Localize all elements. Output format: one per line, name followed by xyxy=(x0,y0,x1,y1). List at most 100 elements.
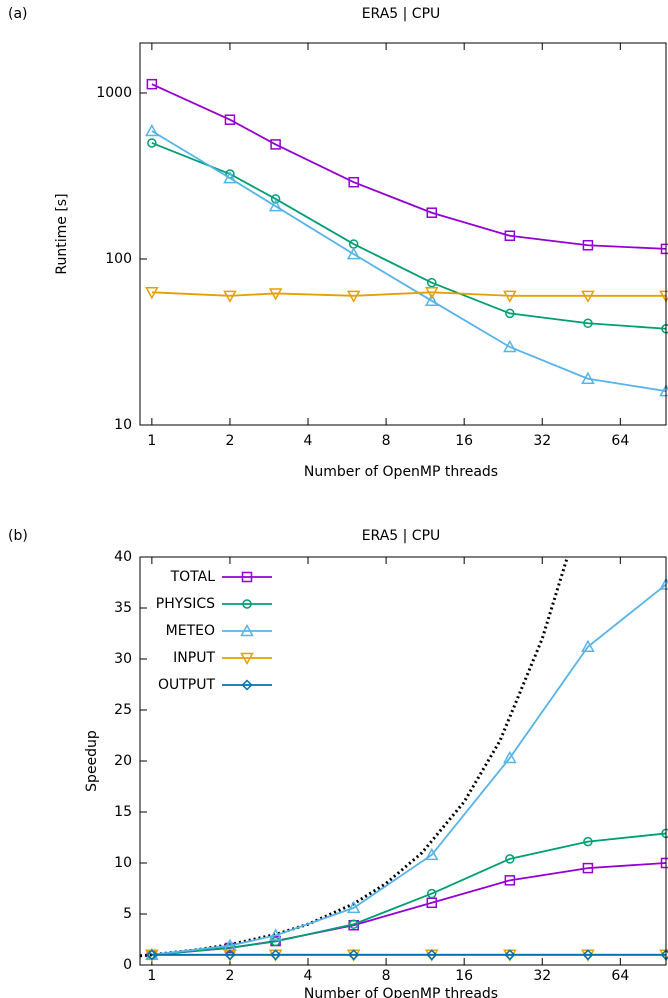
chart-title: ERA5 | CPU xyxy=(362,6,441,22)
y-tick-label: 10 xyxy=(114,417,132,433)
legend-marker xyxy=(242,599,252,609)
data-point xyxy=(426,949,438,961)
data-point xyxy=(503,290,517,303)
series-line xyxy=(151,130,667,393)
x-tick-label: 16 xyxy=(455,433,473,449)
data-point xyxy=(223,171,237,184)
x-tick-label: 4 xyxy=(304,433,313,449)
data-point xyxy=(346,247,361,260)
data-point xyxy=(348,176,359,188)
data-point xyxy=(268,928,283,941)
data-point xyxy=(582,949,594,961)
series-line xyxy=(151,142,667,330)
data-point xyxy=(505,854,515,864)
legend-label: INPUT xyxy=(173,650,215,666)
data-point xyxy=(581,290,595,303)
plot-area xyxy=(140,557,668,962)
y-tick-label: 10 xyxy=(114,855,132,871)
data-point xyxy=(583,318,593,329)
data-point xyxy=(146,78,158,90)
data-point xyxy=(145,287,159,300)
data-point xyxy=(145,123,159,137)
y-tick-label: 15 xyxy=(114,804,132,820)
legend-marker xyxy=(240,623,254,637)
data-point xyxy=(582,239,594,251)
x-tick-label: 32 xyxy=(533,968,551,984)
data-point xyxy=(504,875,516,886)
data-point xyxy=(583,836,593,847)
data-point xyxy=(503,750,517,764)
data-point xyxy=(268,199,283,212)
legend-marker xyxy=(241,571,253,583)
data-point xyxy=(224,949,236,961)
x-tick-label: 1 xyxy=(147,433,156,449)
data-point xyxy=(425,287,439,300)
data-point xyxy=(504,230,516,242)
y-tick-label: 35 xyxy=(114,600,132,616)
panel-label: (b) xyxy=(8,528,28,544)
data-point xyxy=(146,949,158,961)
data-point xyxy=(268,288,283,301)
panel-label: (a) xyxy=(8,6,28,22)
data-point xyxy=(581,639,595,653)
data-point xyxy=(147,138,157,148)
x-axis-label: Number of OpenMP threads xyxy=(304,464,498,480)
legend-label: METEO xyxy=(166,623,215,639)
data-point xyxy=(503,339,517,353)
data-point xyxy=(224,114,236,125)
y-tick-label: 0 xyxy=(123,957,132,973)
y-axis-label: Runtime [s] xyxy=(54,193,70,274)
data-point xyxy=(270,139,281,150)
data-point xyxy=(581,371,595,384)
x-tick-label: 4 xyxy=(304,968,313,984)
data-point xyxy=(346,290,361,303)
x-tick-label: 8 xyxy=(382,433,391,449)
x-tick-label: 1 xyxy=(147,968,156,984)
y-tick-label: 20 xyxy=(114,753,132,769)
plot-frame xyxy=(139,42,667,426)
data-point xyxy=(427,888,437,899)
series-line xyxy=(151,583,667,956)
legend-label: TOTAL xyxy=(170,569,216,585)
data-point xyxy=(348,949,360,961)
legend-label: PHYSICS xyxy=(156,596,215,612)
series-line xyxy=(151,832,667,956)
y-tick-label: 40 xyxy=(114,549,132,565)
data-point xyxy=(270,949,282,961)
x-axis-label: Number of OpenMP threads xyxy=(304,986,498,998)
series-line xyxy=(151,83,667,250)
data-point xyxy=(425,847,439,861)
x-tick-label: 32 xyxy=(533,433,551,449)
series-line xyxy=(151,291,666,297)
legend-marker xyxy=(241,679,253,691)
data-point xyxy=(582,862,594,874)
data-point xyxy=(504,949,516,961)
y-tick-label: 5 xyxy=(123,906,132,922)
data-point xyxy=(348,919,359,929)
data-point xyxy=(426,207,438,218)
x-tick-label: 2 xyxy=(225,968,234,984)
data-point xyxy=(505,308,515,319)
x-tick-label: 64 xyxy=(611,433,629,449)
data-point xyxy=(346,900,361,914)
data-point xyxy=(270,936,281,947)
data-point xyxy=(659,577,668,590)
chart-title: ERA5 | CPU xyxy=(362,528,441,544)
plot-frame xyxy=(139,556,667,966)
legend-label: OUTPUT xyxy=(158,677,216,693)
y-tick-label: 1000 xyxy=(96,85,132,101)
legend-marker xyxy=(240,652,254,666)
reference-line xyxy=(140,557,569,958)
data-point xyxy=(425,293,439,307)
x-tick-label: 16 xyxy=(455,968,473,984)
data-point xyxy=(427,277,437,288)
y-tick-label: 30 xyxy=(114,651,132,667)
y-tick-label: 25 xyxy=(114,702,132,718)
plot-area xyxy=(145,78,668,397)
x-tick-label: 8 xyxy=(382,968,391,984)
y-axis-label: Speedup xyxy=(84,730,100,792)
x-tick-label: 2 xyxy=(225,433,234,449)
data-point xyxy=(270,194,281,204)
y-tick-label: 100 xyxy=(105,251,132,267)
